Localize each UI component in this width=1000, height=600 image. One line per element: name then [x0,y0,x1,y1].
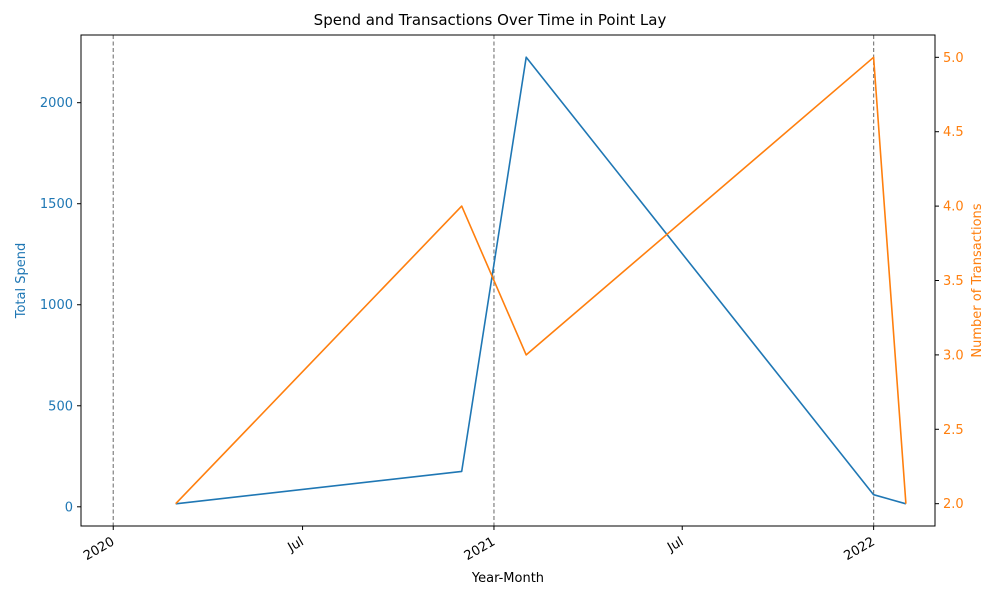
chart-title: Spend and Transactions Over Time in Poin… [314,11,667,29]
y-left-axis-ticks: 0 500 1000 1500 2000 [40,96,81,515]
y-left-tick-label: 2000 [40,96,73,111]
y-right-tick-label: 3.5 [943,274,964,289]
x-axis-title: Year-Month [471,571,544,586]
year-reference-lines [112,35,875,526]
x-tick-label: 2020 [81,534,117,564]
x-tick-label: Jul [285,534,307,555]
y-right-axis-ticks: 2.0 2.5 3.0 3.5 4.0 4.5 5.0 [935,51,964,512]
x-tick-label: Jul [664,534,686,555]
y-right-tick-label: 2.5 [943,423,964,438]
y-right-tick-label: 4.5 [943,125,964,140]
y-right-tick-label: 3.0 [943,348,964,363]
y-right-tick-label: 2.0 [943,497,964,512]
plot-frame [80,34,936,527]
y-left-tick-label: 0 [65,500,73,515]
y-right-axis-title: Number of Transactions [970,203,985,357]
x-tick-label: 2021 [462,534,498,564]
x-tick-label: 2022 [841,534,877,564]
spend-series-line [175,56,907,505]
y-left-tick-label: 1500 [40,197,73,212]
transactions-series-line [175,56,907,505]
y-left-tick-label: 1000 [40,298,73,313]
y-right-tick-label: 5.0 [943,51,964,66]
x-axis-ticks: 2020 Jul 2021 Jul 2022 [81,526,878,564]
y-left-tick-label: 500 [48,399,73,414]
series-layer [175,56,907,505]
y-left-axis-title: Total Spend [14,243,29,320]
y-right-tick-label: 4.0 [943,200,964,215]
